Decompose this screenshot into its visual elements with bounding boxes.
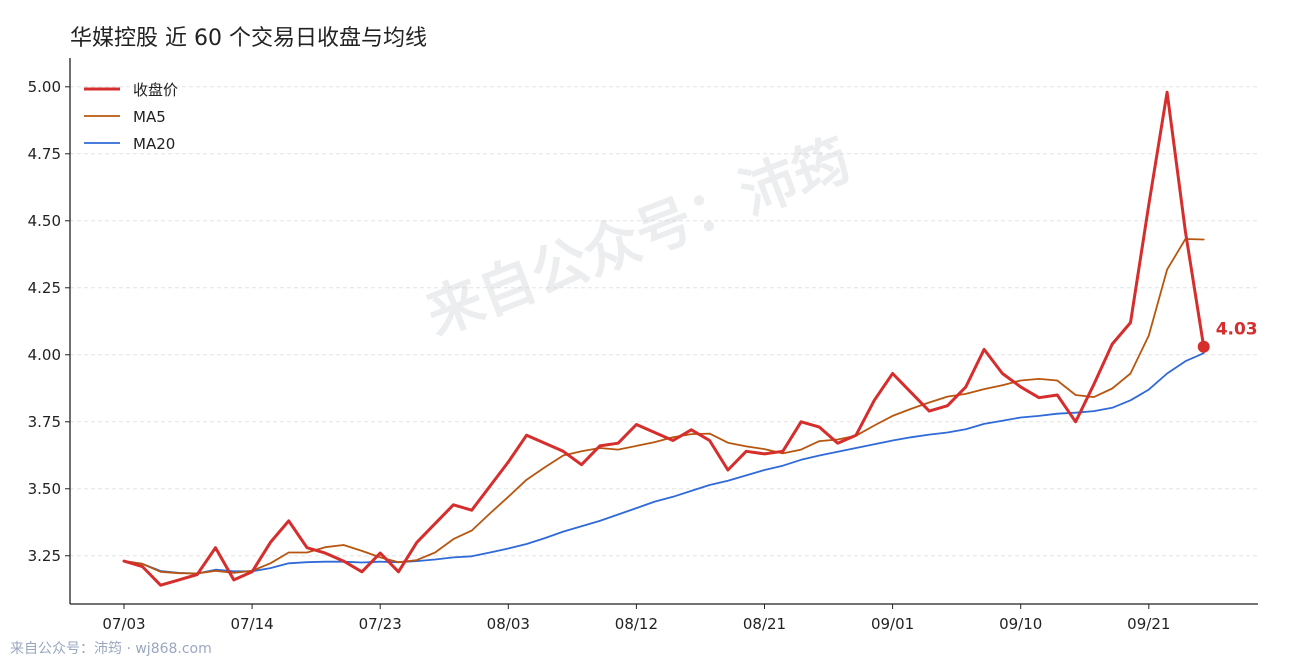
last-point-marker-layer: 4.03 <box>1197 320 1258 353</box>
y-tick-label: 5.00 <box>28 78 61 96</box>
y-tick-label: 4.00 <box>28 346 61 364</box>
legend-item-ma5-label: MA5 <box>133 108 166 126</box>
y-tick-label: 4.25 <box>28 279 61 297</box>
x-tick-label: 07/14 <box>230 615 273 633</box>
x-tick-label: 08/12 <box>615 615 658 633</box>
x-tick-label: 09/01 <box>871 615 914 633</box>
series-line-close <box>122 90 1206 587</box>
y-tick-label: 3.25 <box>28 547 61 565</box>
x-tick-label: 09/21 <box>1127 615 1170 633</box>
legend-item-ma20-label: MA20 <box>133 135 175 153</box>
grid-lines <box>70 86 1258 557</box>
last-point-label: 4.03 <box>1216 320 1258 340</box>
legend: 收盘价 MA5 MA20 <box>84 81 178 153</box>
series-line-ma5 <box>123 238 1205 575</box>
series-layer <box>122 90 1206 587</box>
y-tick-label: 4.75 <box>28 145 61 163</box>
y-tick-label: 3.50 <box>28 480 61 498</box>
y-tick-label: 3.75 <box>28 413 61 431</box>
chart-title: 华媒控股 近 60 个交易日收盘与均线 <box>70 26 427 51</box>
series-line-ma20 <box>123 352 1205 575</box>
last-point-marker <box>1197 340 1210 353</box>
x-tick-label: 08/03 <box>487 615 530 633</box>
footer-watermark: 来自公众号：沛筠 · wj868.com <box>10 641 212 657</box>
legend-item-close-label: 收盘价 <box>133 81 178 99</box>
x-tick-label: 07/03 <box>102 615 145 633</box>
x-tick-label: 08/21 <box>743 615 786 633</box>
watermark-text: 来自公众号：沛筠 <box>418 127 860 348</box>
x-tick-label: 09/10 <box>999 615 1042 633</box>
y-tick-label: 4.50 <box>28 212 61 230</box>
x-tick-label: 07/23 <box>359 615 402 633</box>
axes: 3.25 3.50 3.75 4.00 4.25 4.50 4.75 5.00 07/03 07/… <box>28 58 1258 633</box>
